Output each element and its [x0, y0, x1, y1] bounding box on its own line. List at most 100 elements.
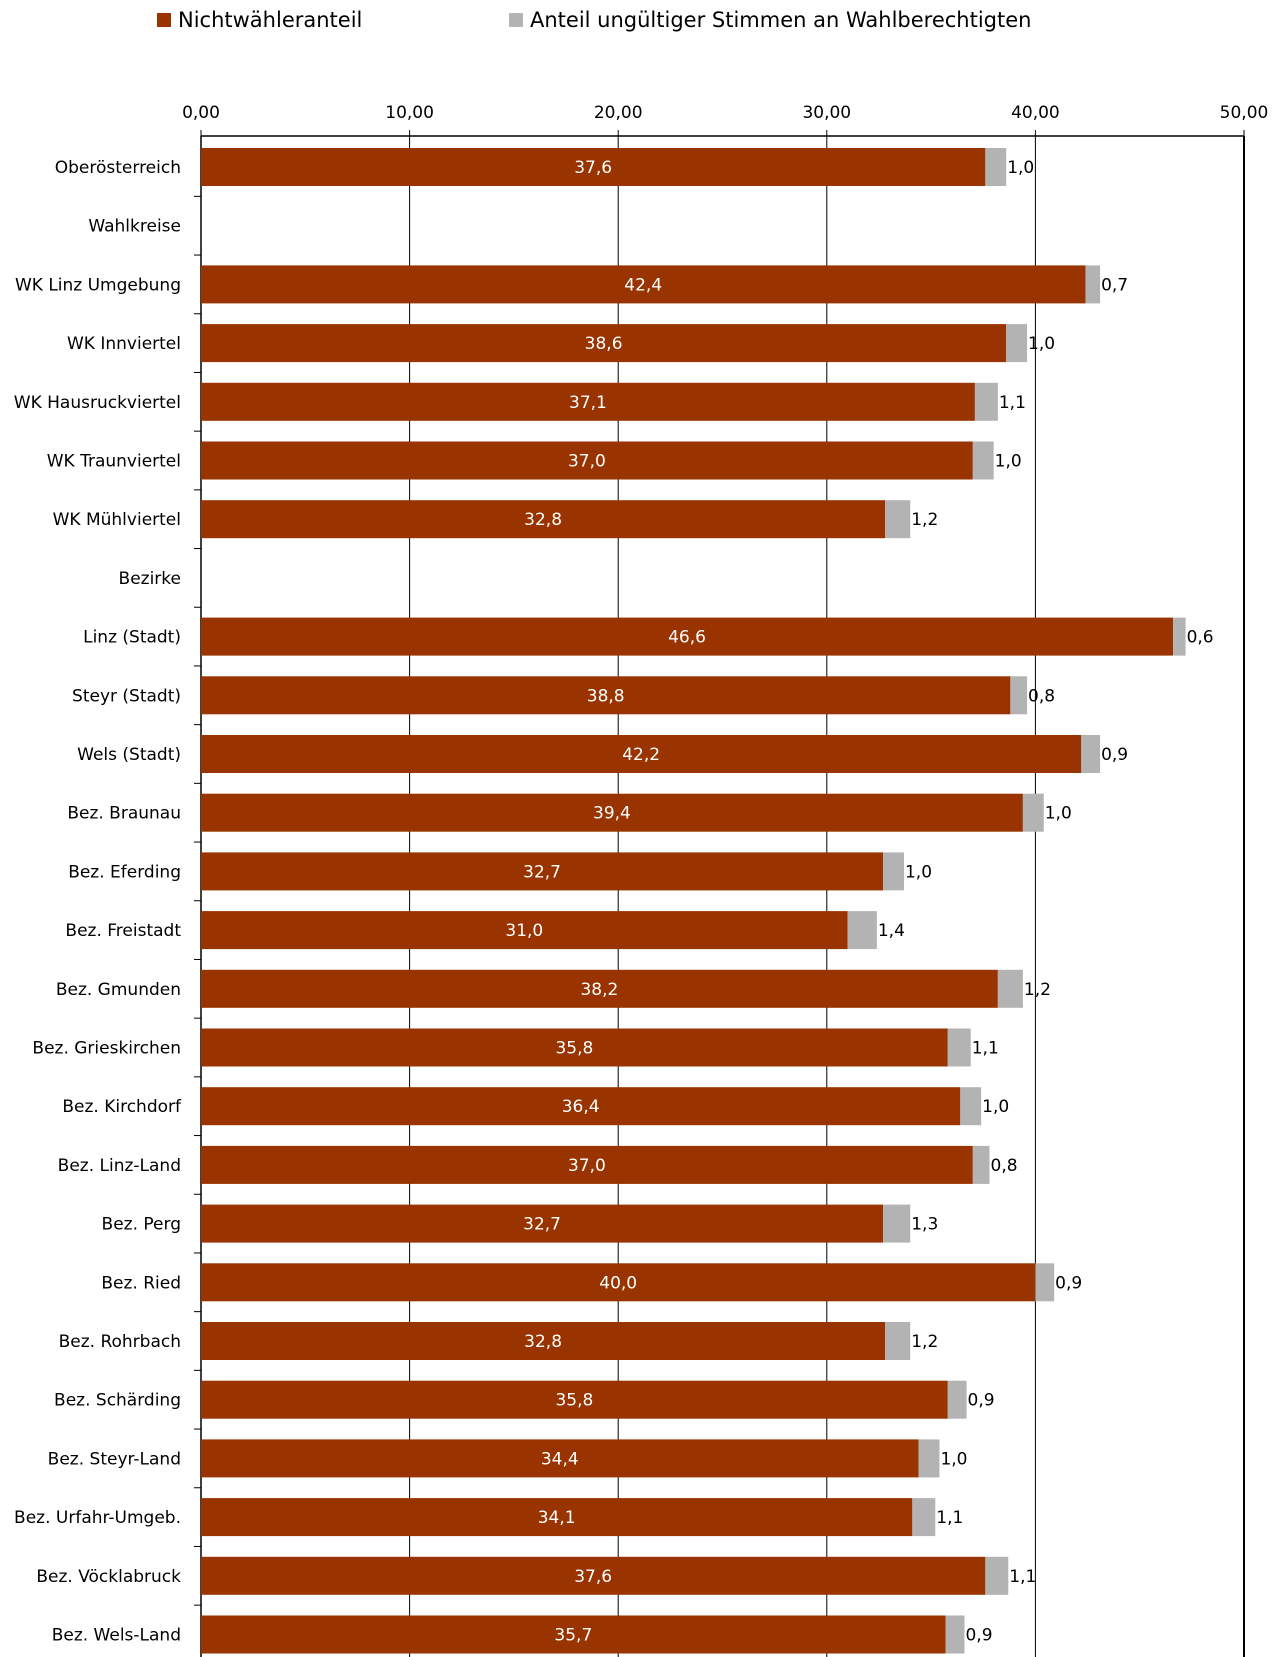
bar-nonvoter	[201, 1615, 946, 1654]
x-tick-label: 20,00	[594, 103, 643, 123]
data-label-invalid: 1,0	[905, 862, 932, 882]
x-tick-label: 50,00	[1220, 103, 1269, 123]
category-label: WK Mühlviertel	[53, 510, 181, 530]
bar-invalid	[945, 1615, 965, 1654]
data-label-invalid: 0,7	[1101, 275, 1128, 295]
bar-invalid	[885, 500, 911, 539]
legend-item-nonvoter: Nichtwähleranteil	[157, 8, 362, 32]
data-label-nonvoter: 32,8	[524, 1332, 562, 1352]
data-label-invalid: 1,0	[995, 452, 1022, 472]
category-label: Bez. Kirchdorf	[62, 1097, 182, 1117]
legend-swatch-invalid	[509, 13, 523, 27]
data-label-invalid: 0,9	[968, 1391, 995, 1411]
data-label-nonvoter: 39,4	[593, 804, 631, 824]
bar-invalid	[885, 1322, 911, 1360]
data-label-nonvoter: 38,2	[580, 980, 618, 1000]
bar-invalid	[960, 1087, 982, 1126]
bar-invalid	[1081, 735, 1101, 773]
data-label-invalid: 1,0	[1045, 804, 1072, 824]
bar-nonvoter	[201, 1556, 986, 1595]
bar-nonvoter	[201, 1087, 961, 1126]
category-label: Oberösterreich	[55, 158, 181, 178]
data-label-nonvoter: 31,0	[505, 921, 543, 941]
bar-invalid	[985, 1556, 1009, 1595]
data-label-invalid: 0,8	[991, 1156, 1018, 1176]
bar-nonvoter	[201, 1322, 886, 1360]
category-label: Bez. Ried	[101, 1273, 181, 1293]
data-label-invalid: 1,0	[1007, 158, 1034, 178]
category-label: Bez. Perg	[102, 1215, 181, 1235]
category-label: Bez. Steyr-Land	[48, 1449, 181, 1469]
bar-nonvoter	[201, 500, 886, 539]
bar-invalid	[1035, 1263, 1055, 1302]
bar-invalid	[912, 1498, 936, 1537]
data-label-invalid: 0,9	[1101, 745, 1128, 765]
bar-nonvoter	[201, 441, 973, 480]
bar-nonvoter	[201, 969, 998, 1008]
data-label-invalid: 0,8	[1028, 686, 1055, 706]
data-label-nonvoter: 35,7	[554, 1626, 592, 1646]
bar-nonvoter	[201, 676, 1011, 715]
bar-nonvoter	[201, 1380, 948, 1419]
category-label: WK Linz Umgebung	[15, 275, 181, 295]
bar-invalid	[972, 1145, 990, 1184]
data-label-nonvoter: 38,8	[587, 686, 625, 706]
category-label: Steyr (Stadt)	[72, 686, 181, 706]
data-label-invalid: 1,1	[972, 1039, 999, 1059]
legend-swatch-nonvoter	[157, 13, 171, 27]
data-label-nonvoter: 32,8	[524, 510, 562, 530]
category-label: Bezirke	[119, 569, 181, 589]
data-label-invalid: 1,2	[911, 1332, 938, 1352]
bar-nonvoter	[201, 793, 1023, 832]
bar-nonvoter	[201, 1028, 948, 1067]
data-label-nonvoter: 34,1	[538, 1508, 576, 1528]
legend-item-invalid: Anteil ungültiger Stimmen an Wahlberecht…	[509, 8, 1031, 32]
x-tick-label: 40,00	[1011, 103, 1060, 123]
category-label: WK Hausruckviertel	[14, 393, 181, 413]
bar-invalid	[972, 441, 994, 480]
bar-invalid	[997, 969, 1023, 1008]
data-label-nonvoter: 34,4	[541, 1449, 579, 1469]
legend-label-invalid: Anteil ungültiger Stimmen an Wahlberecht…	[530, 8, 1032, 32]
bar-nonvoter	[201, 1263, 1036, 1302]
category-label: Bez. Rohrbach	[59, 1332, 181, 1352]
category-label: Bez. Grieskirchen	[32, 1039, 181, 1059]
data-label-nonvoter: 36,4	[562, 1097, 600, 1117]
bar-nonvoter	[201, 852, 884, 891]
category-label: Bez. Braunau	[67, 804, 181, 824]
data-label-invalid: 1,0	[982, 1097, 1009, 1117]
x-tick-label: 0,00	[182, 103, 220, 123]
bar-nonvoter	[201, 617, 1174, 656]
chart-legend: Nichtwähleranteil Anteil ungültiger Stim…	[0, 8, 1285, 40]
category-label: Bez. Gmunden	[56, 980, 181, 1000]
bar-invalid	[918, 1439, 940, 1478]
bar-invalid	[947, 1028, 971, 1067]
data-label-invalid: 1,3	[911, 1215, 938, 1235]
data-label-nonvoter: 42,2	[622, 745, 660, 765]
data-label-invalid: 0,9	[965, 1626, 992, 1646]
bar-invalid	[1173, 617, 1186, 656]
category-label: Bez. Vöcklabruck	[36, 1567, 181, 1587]
data-label-invalid: 1,2	[1024, 980, 1051, 1000]
data-label-nonvoter: 42,4	[624, 275, 662, 295]
category-label: Bez. Urfahr-Umgeb.	[14, 1508, 181, 1528]
data-label-nonvoter: 35,8	[555, 1039, 593, 1059]
bar-invalid	[883, 852, 904, 891]
data-label-nonvoter: 37,6	[574, 1567, 612, 1587]
data-label-invalid: 1,1	[1009, 1567, 1036, 1587]
data-label-nonvoter: 37,0	[568, 452, 606, 472]
bar-nonvoter	[201, 148, 986, 186]
bar-invalid	[847, 911, 877, 950]
data-label-nonvoter: 38,6	[585, 334, 623, 354]
data-label-nonvoter: 37,1	[569, 393, 607, 413]
bar-nonvoter	[201, 1498, 913, 1537]
data-label-invalid: 1,0	[1028, 334, 1055, 354]
bar-invalid	[947, 1380, 967, 1419]
category-label: WK Innviertel	[67, 334, 181, 354]
data-label-invalid: 0,6	[1187, 628, 1214, 648]
category-label: Linz (Stadt)	[83, 628, 181, 648]
data-label-nonvoter: 35,8	[555, 1391, 593, 1411]
bar-nonvoter	[201, 1439, 919, 1478]
bar-invalid	[985, 148, 1007, 186]
data-label-invalid: 1,0	[940, 1449, 967, 1469]
